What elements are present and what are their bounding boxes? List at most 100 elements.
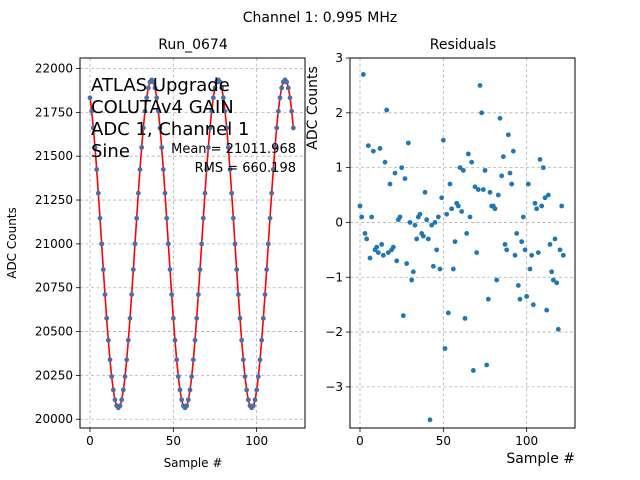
data-point	[267, 215, 273, 221]
data-point	[167, 267, 173, 272]
data-point	[212, 85, 218, 91]
data-point	[210, 95, 216, 101]
residual-point	[549, 269, 555, 275]
residual-point	[357, 203, 363, 209]
residual-point	[380, 252, 386, 258]
data-point	[185, 397, 191, 403]
data-point	[112, 397, 118, 403]
left-x-axis-label: Sample #	[164, 456, 223, 470]
stats-rms: RMS = 660.198	[195, 161, 296, 176]
data-point	[205, 145, 211, 150]
residual-point	[432, 220, 438, 225]
data-point	[179, 397, 185, 403]
right-y-axis-label: ADC Counts	[305, 66, 321, 149]
data-point	[105, 337, 111, 343]
data-point	[252, 397, 258, 403]
residual-point	[532, 200, 538, 206]
data-point	[142, 108, 148, 114]
residual-point	[514, 231, 520, 236]
residual-point	[412, 222, 418, 228]
data-point	[235, 292, 241, 297]
residual-point	[439, 195, 445, 201]
residual-point	[390, 244, 396, 250]
residual-point	[505, 132, 511, 138]
left-x-tick-label: 50	[166, 434, 181, 448]
data-point	[90, 125, 96, 131]
residual-point	[464, 231, 470, 236]
residual-point	[535, 250, 541, 255]
data-point	[157, 125, 163, 131]
data-point	[277, 95, 283, 101]
data-point	[207, 125, 213, 131]
data-point	[137, 167, 143, 172]
data-point	[94, 167, 100, 172]
figure-suptitle: Channel 1: 0.995 MHz	[243, 10, 398, 26]
data-point	[89, 108, 95, 114]
data-point	[255, 374, 261, 379]
residual-point	[530, 302, 536, 308]
residual-point	[402, 176, 408, 181]
left-y-tick-label: 21250	[35, 193, 73, 207]
data-point	[242, 374, 248, 379]
data-point	[192, 337, 198, 343]
data-point	[152, 85, 158, 91]
data-point	[265, 241, 271, 247]
right-grid	[350, 57, 575, 428]
residual-point	[447, 181, 453, 187]
left-x-tick-label: 100	[245, 434, 268, 448]
data-point	[107, 357, 113, 363]
annotation-line-3: ADC 1, Channel 1	[91, 119, 249, 140]
right-y-tick-label: 0	[335, 215, 343, 229]
left-y-tick-label: 20750	[35, 281, 73, 295]
data-point	[175, 374, 181, 379]
residual-point	[485, 296, 491, 302]
data-point	[145, 85, 151, 91]
residual-point	[475, 187, 481, 192]
left-chart-panel: Run_0674 0 50 100 20000 20250 20500 20750 21000…	[5, 37, 306, 470]
data-point	[259, 337, 265, 343]
residual-point	[379, 241, 385, 247]
residual-point	[394, 258, 400, 264]
data-point	[109, 374, 115, 379]
data-point	[110, 387, 116, 393]
residual-point	[474, 250, 480, 255]
residual-point	[365, 143, 371, 149]
data-point	[165, 241, 171, 247]
residual-point	[500, 154, 506, 160]
residual-point	[387, 181, 393, 187]
stats-mean: Mean = 21011.968	[171, 142, 296, 157]
residual-point	[445, 310, 451, 316]
residual-point	[382, 159, 388, 165]
residual-point	[487, 189, 493, 195]
data-point	[289, 108, 295, 114]
residual-point	[449, 206, 455, 212]
data-point	[197, 267, 203, 272]
data-point	[170, 315, 176, 321]
left-data-points	[87, 77, 296, 411]
right-x-tick-label: 100	[515, 434, 538, 448]
data-point	[172, 337, 178, 343]
residual-point	[517, 296, 523, 302]
data-point	[229, 190, 235, 196]
right-chart-panel: Residuals 0 50 100 −3 −2 −1 0 1 2 3 Sample # ADC …	[305, 37, 576, 467]
right-y-tick-label: −1	[325, 270, 343, 284]
data-point	[290, 125, 296, 131]
residual-point	[369, 214, 375, 220]
residual-point	[499, 173, 505, 179]
data-point	[275, 108, 281, 114]
data-point	[150, 79, 156, 85]
residual-point	[434, 247, 440, 253]
residual-point	[374, 244, 380, 250]
data-point	[220, 95, 226, 101]
residual-point	[385, 250, 391, 255]
right-y-tick-label: −3	[325, 380, 343, 394]
residual-point	[405, 140, 411, 146]
residual-point	[427, 417, 433, 423]
data-point	[232, 241, 238, 247]
residual-point	[442, 346, 448, 351]
data-point	[240, 357, 246, 363]
right-chart-title: Residuals	[430, 37, 496, 53]
residual-point	[552, 236, 558, 242]
data-point	[287, 95, 293, 101]
left-y-tick-label: 21000	[35, 237, 73, 251]
